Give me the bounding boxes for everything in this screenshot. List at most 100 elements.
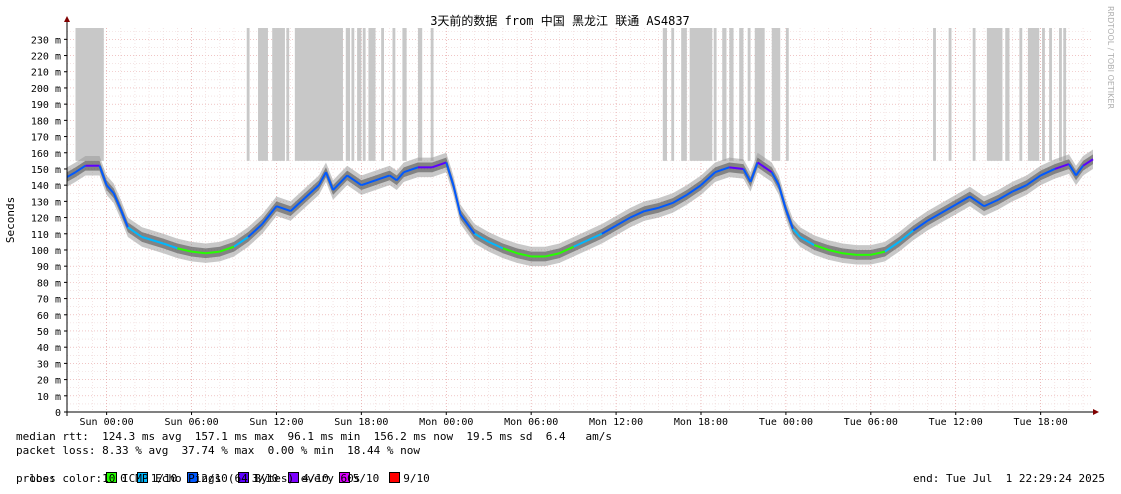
loss-span xyxy=(671,28,675,161)
median-rtt-segment xyxy=(445,162,455,186)
median-rtt-segment xyxy=(127,226,143,238)
median-rtt-segment xyxy=(361,179,376,187)
median-rtt-segment xyxy=(601,224,617,235)
x-tick-label: Sun 00:00 xyxy=(80,417,134,428)
x-tick-label: Tue 18:00 xyxy=(1014,417,1068,428)
median-rtt-segment xyxy=(332,174,348,191)
y-tick-label: 120 m xyxy=(31,214,61,225)
legend-swatch xyxy=(106,472,118,483)
legend-swatch xyxy=(288,472,300,483)
probe-info: probe: 10 ICMP Echo Pings (64 Bytes) eve… xyxy=(16,472,361,485)
y-tick-label: 130 m xyxy=(31,197,61,208)
median-rtt-segment xyxy=(770,171,780,186)
median-rtt-stats: median rtt: 124.3 ms avg 157.1 ms max 96… xyxy=(16,430,613,443)
median-rtt-segment xyxy=(983,198,999,208)
median-rtt-segment xyxy=(74,164,86,174)
median-rtt-segment xyxy=(66,171,76,178)
median-rtt-segment xyxy=(629,210,645,219)
loss-span xyxy=(75,28,104,161)
x-tick-label: Mon 06:00 xyxy=(504,417,558,428)
median-rtt-segment xyxy=(615,216,631,227)
loss-span xyxy=(294,28,343,161)
legend-item: 5/10 xyxy=(335,472,379,486)
loss-span xyxy=(362,28,366,161)
loss-span xyxy=(286,28,290,161)
x-tick-labels: Sun 00:00 Sun 06:00 Sun 12:00 Sun 18:00 Mon … xyxy=(80,412,1068,428)
loss-span xyxy=(722,28,727,161)
y-tick-label: 210 m xyxy=(31,68,61,79)
loss-span xyxy=(345,28,351,161)
median-rtt-segment xyxy=(884,241,900,253)
loss-span xyxy=(1005,28,1010,161)
legend-swatch xyxy=(389,472,401,483)
median-rtt-segment xyxy=(997,190,1013,201)
loss-span xyxy=(258,28,268,161)
y-tick-label: 70 m xyxy=(37,295,61,306)
loss-span xyxy=(272,28,285,161)
median-rtt-segment xyxy=(389,174,398,182)
median-rtt-segment xyxy=(842,252,857,256)
x-tick-label: Tue 12:00 xyxy=(929,417,983,428)
median-rtt-segment xyxy=(912,219,928,232)
median-rtt-segment xyxy=(749,162,759,183)
loss-span xyxy=(392,28,396,161)
median-rtt-segment xyxy=(587,232,603,242)
legend-item: 0 xyxy=(102,472,127,486)
packet-loss-stats: packet loss: 8.33 % avg 37.74 % max 0.00… xyxy=(16,444,420,457)
median-rtt-segment xyxy=(898,229,914,243)
loss-span xyxy=(681,28,687,161)
x-tick-label: Sun 06:00 xyxy=(164,417,218,428)
median-rtt-segment xyxy=(799,236,815,246)
loss-span xyxy=(689,28,713,161)
median-rtt-segment xyxy=(926,211,943,222)
loss-color-label: loss color: xyxy=(29,472,103,485)
x-tick-label: Tue 06:00 xyxy=(844,417,898,428)
x-axis-arrow xyxy=(1093,409,1099,415)
legend-label: 3/10 xyxy=(251,472,279,485)
median-rtt-segment xyxy=(346,174,362,186)
y-tick-label: 40 m xyxy=(37,343,61,354)
median-rtt-segment xyxy=(141,236,164,245)
median-rtt-segment xyxy=(325,171,334,191)
median-rtt-segment xyxy=(105,184,115,194)
loss-span xyxy=(402,28,407,161)
x-tick-label: Sun 18:00 xyxy=(334,417,388,428)
median-rtt-segment xyxy=(955,195,971,206)
loss-span xyxy=(729,28,734,161)
legend-item: 4/10 xyxy=(284,472,329,486)
median-rtt-segment xyxy=(757,161,773,174)
loss-span xyxy=(713,28,717,161)
loss-span xyxy=(1059,28,1062,161)
median-rtt-segment xyxy=(112,192,122,210)
loss-span xyxy=(972,28,976,161)
y-tick-label: 0 xyxy=(55,408,61,419)
median-rtt-segment xyxy=(318,171,327,186)
loss-span xyxy=(430,28,434,161)
legend-swatch xyxy=(136,472,148,483)
loss-span xyxy=(933,28,936,161)
y-tick-label: 230 m xyxy=(31,35,61,46)
x-tick-label: Sun 12:00 xyxy=(249,417,303,428)
median-rtt-segment xyxy=(191,250,206,255)
y-tick-label: 30 m xyxy=(37,359,61,370)
y-tick-label: 10 m xyxy=(37,392,61,403)
y-tick-label: 160 m xyxy=(31,149,61,160)
y-tick-label: 110 m xyxy=(31,230,61,241)
median-rtt-segment xyxy=(714,166,730,174)
median-rtt-segment xyxy=(516,252,532,258)
x-tick-label: Mon 12:00 xyxy=(589,417,643,428)
y-tick-label: 140 m xyxy=(31,181,61,192)
median-rtt-segment xyxy=(1054,163,1070,170)
loss-span xyxy=(785,28,789,161)
loss-span xyxy=(1027,28,1040,161)
loss-span xyxy=(417,28,423,161)
y-tick-label: 100 m xyxy=(31,246,61,257)
legend-item: 2/10 xyxy=(183,472,228,486)
loss-span xyxy=(662,28,668,161)
rtt-smoke-band xyxy=(67,149,1093,267)
x-tick-label: Mon 00:00 xyxy=(419,417,473,428)
loss-color-legend: loss color: 0 1/10 2/10 3/10 4/10 5/10 9/10 xyxy=(16,458,436,486)
median-rtt-segment xyxy=(403,166,419,174)
end-time: end: Tue Jul 1 22:29:24 2025 xyxy=(912,472,1105,485)
